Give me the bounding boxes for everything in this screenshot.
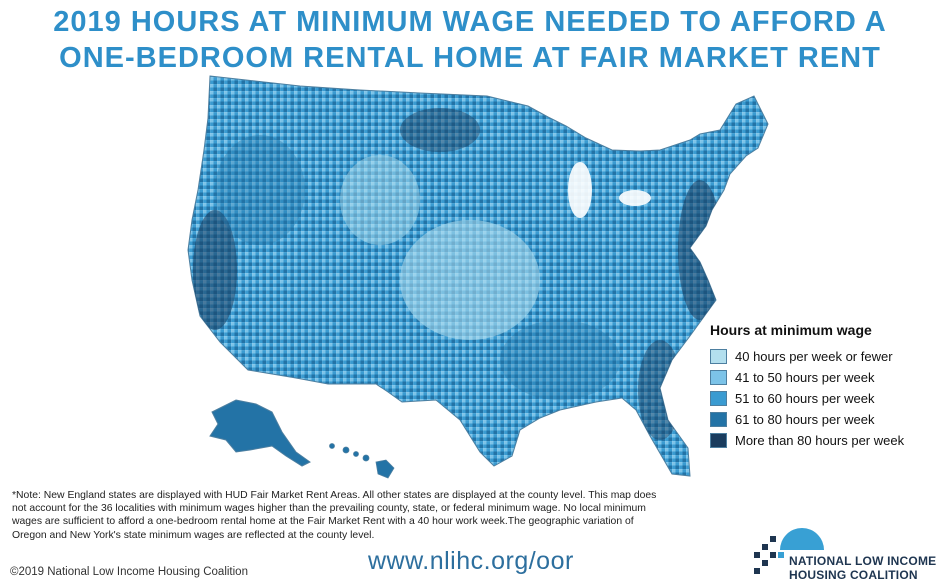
legend-label: 41 to 50 hours per week [735, 370, 875, 385]
legend-label: 61 to 80 hours per week [735, 412, 875, 427]
legend-item: 61 to 80 hours per week [710, 409, 930, 430]
legend-swatch [710, 391, 727, 406]
hawaii-region [329, 443, 395, 479]
legend-title: Hours at minimum wage [710, 322, 872, 338]
copyright: ©2019 National Low Income Housing Coalit… [10, 566, 248, 578]
regional-shading [193, 108, 722, 440]
legend-swatch [710, 433, 727, 448]
legend-item: 51 to 60 hours per week [710, 388, 930, 409]
org-name: NATIONAL LOW INCOME HOUSING COALITION [789, 554, 936, 582]
title-line-2: ONE-BEDROOM RENTAL HOME AT FAIR MARKET R… [59, 42, 881, 74]
legend-item: 41 to 50 hours per week [710, 367, 930, 388]
legend-swatch [710, 349, 727, 364]
title-line-1: 2019 HOURS AT MINIMUM WAGE NEEDED TO AFF… [53, 6, 887, 38]
legend-item: More than 80 hours per week [710, 430, 930, 451]
legend-label: 40 hours per week or fewer [735, 349, 893, 364]
org-name-line-1: NATIONAL LOW INCOME [789, 554, 937, 568]
alaska-region [209, 399, 311, 467]
nlihc-logo-icon [754, 528, 824, 574]
org-name-line-2: HOUSING COALITION [789, 568, 918, 582]
legend-item: 40 hours per week or fewer [710, 346, 930, 367]
legend-label: 51 to 60 hours per week [735, 391, 875, 406]
legend-label: More than 80 hours per week [735, 433, 905, 448]
map-legend: Hours at minimum wage 40 hours per week … [710, 322, 930, 451]
legend-swatch [710, 370, 727, 385]
website-link[interactable]: www.nlihc.org/oor [368, 547, 574, 575]
legend-swatch [710, 412, 727, 427]
footnote: *Note: New England states are displayed … [12, 490, 657, 541]
